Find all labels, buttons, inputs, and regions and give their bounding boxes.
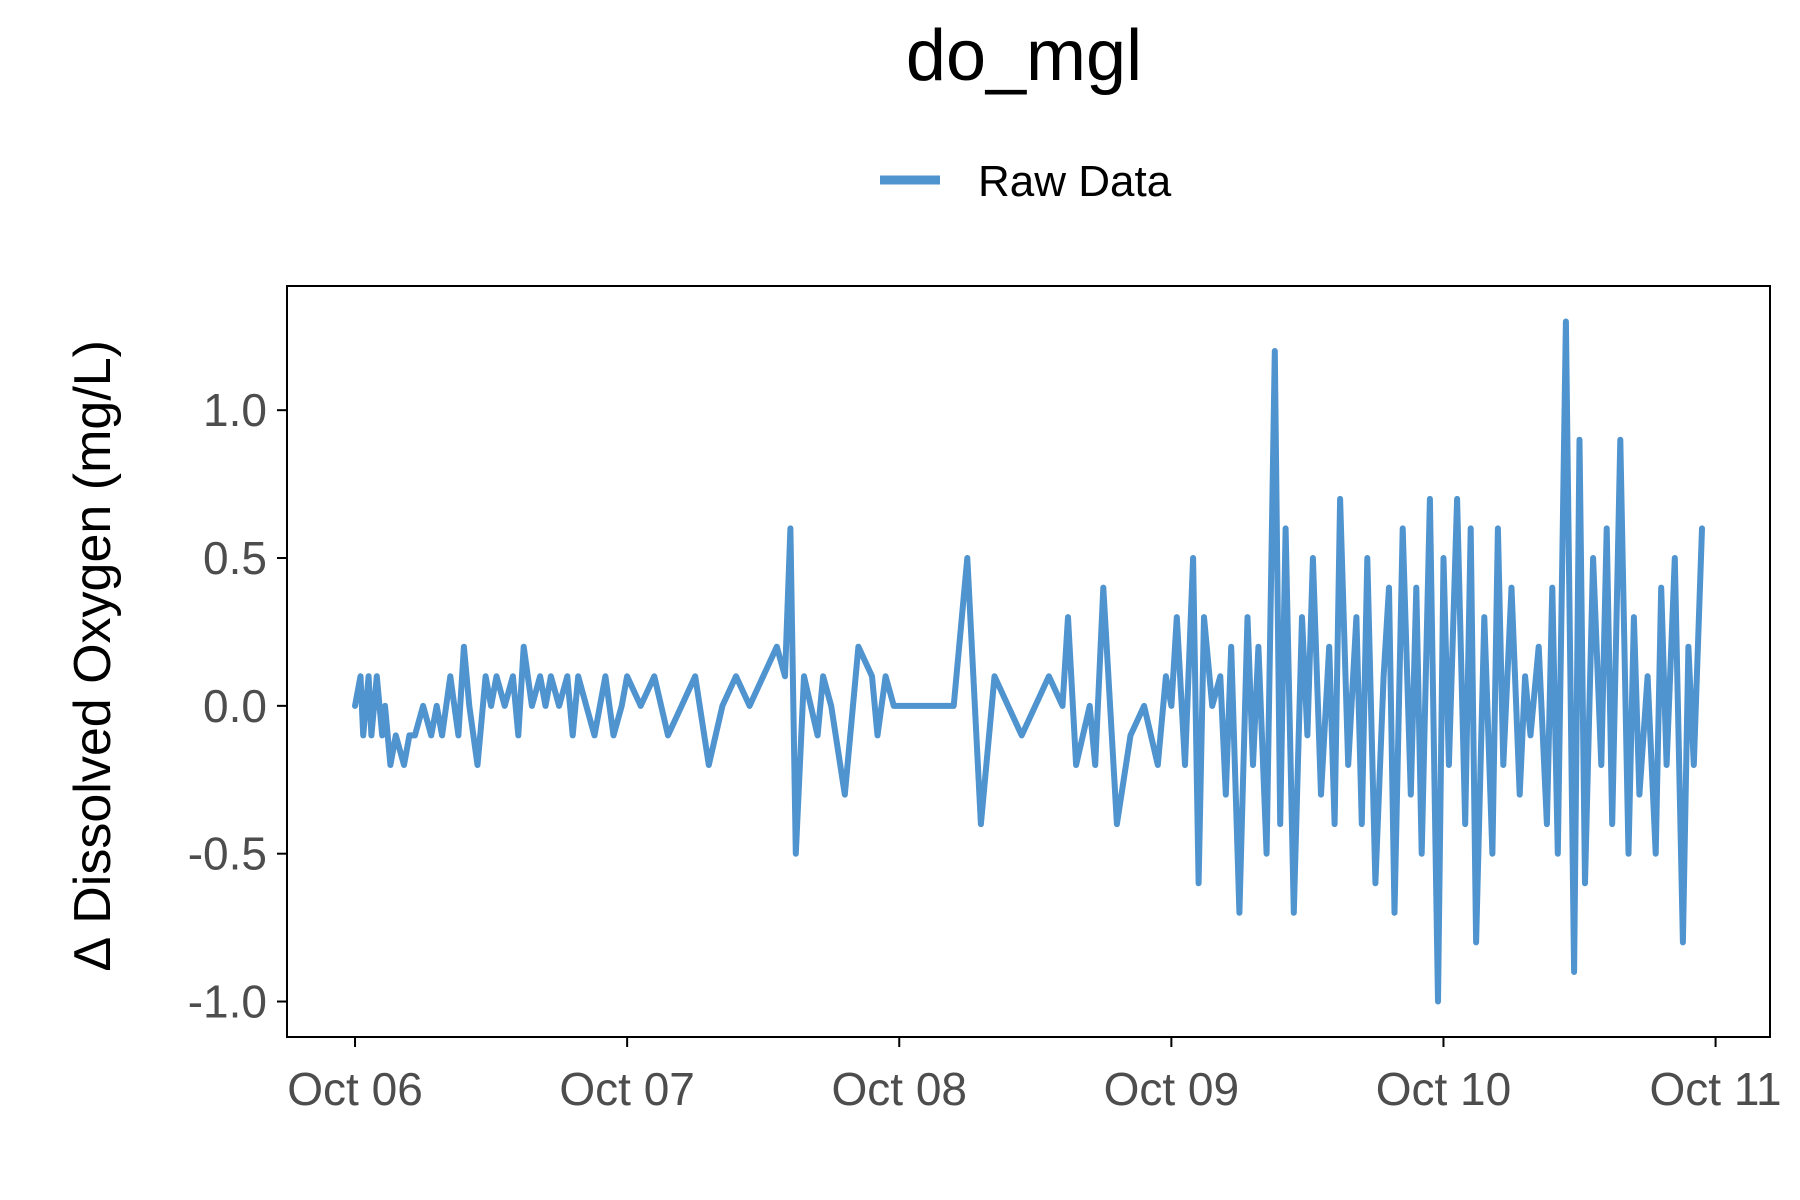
y-axis: -1.0 -0.5 0.0 0.5 1.0 [188, 384, 287, 1028]
x-tick-label: Oct 09 [1104, 1063, 1240, 1115]
x-tick-label: Oct 07 [559, 1063, 695, 1115]
y-tick-label: -0.5 [188, 828, 267, 880]
legend: Raw Data [880, 157, 1172, 206]
y-axis-label: ∆ Dissolved Oxygen (mg/L) [64, 340, 122, 970]
y-tick-label: 0.5 [203, 532, 267, 584]
plot-area [352, 318, 1705, 1005]
x-tick-label: Oct 11 [1650, 1063, 1782, 1115]
x-tick-label: Oct 10 [1376, 1063, 1512, 1115]
series-line-raw-data [352, 318, 1705, 1005]
x-tick-label: Oct 06 [287, 1063, 423, 1115]
y-tick-label: 0.0 [203, 680, 267, 732]
chart-title: do_mgl [906, 16, 1142, 96]
y-tick-label: -1.0 [188, 976, 267, 1028]
y-tick-label: 1.0 [203, 384, 267, 436]
legend-label: Raw Data [978, 157, 1172, 206]
x-axis: Oct 06 Oct 07 Oct 08 Oct 09 Oct 10 Oct 11 [287, 1037, 1782, 1115]
x-tick-label: Oct 08 [831, 1063, 967, 1115]
plot-frame [286, 285, 1771, 1038]
